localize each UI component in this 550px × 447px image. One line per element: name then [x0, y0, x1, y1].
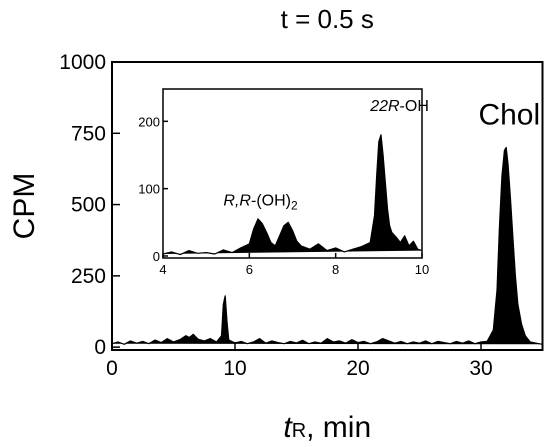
x-axis-label-part: t	[283, 411, 293, 444]
annotation-part: -OH	[400, 98, 429, 115]
x-tick-label: 8	[332, 262, 339, 277]
x-axis-label-part: R	[292, 420, 306, 442]
y-tick-label: 500	[71, 194, 106, 217]
y-tick-label: 0	[153, 249, 160, 264]
annotation-part: 22R	[369, 98, 400, 115]
annotation: 22R-OH	[369, 98, 429, 115]
annotation-part: -(OH)	[251, 192, 291, 209]
x-tick-label: 20	[346, 357, 369, 380]
y-tick-label: 200	[138, 114, 160, 129]
y-tick-label: 250	[71, 265, 106, 288]
x-axis-label-part: , min	[306, 411, 371, 444]
trace	[111, 146, 543, 345]
x-tick-label: 4	[159, 262, 166, 277]
y-axis-label: CPM	[8, 173, 41, 240]
x-tick-label: 6	[246, 262, 253, 277]
y-tick-label: 100	[138, 182, 160, 197]
chart-title: t = 0.5 s	[281, 4, 374, 34]
x-tick-label: 10	[415, 262, 429, 277]
y-tick-label: 750	[71, 122, 106, 145]
x-tick-label: 30	[469, 357, 492, 380]
x-axis-label: tR, min	[283, 411, 371, 444]
y-tick-label: 1000	[59, 51, 106, 74]
annotation-part: 2	[291, 198, 298, 212]
y-tick-label: 0	[94, 336, 106, 359]
annotation: R,R-(OH)2	[223, 192, 298, 212]
trace	[162, 134, 423, 256]
annotation: Chol	[478, 99, 540, 132]
annotation-part: R,R	[223, 192, 251, 209]
x-tick-label: 0	[106, 357, 118, 380]
x-tick-label: 10	[223, 357, 246, 380]
